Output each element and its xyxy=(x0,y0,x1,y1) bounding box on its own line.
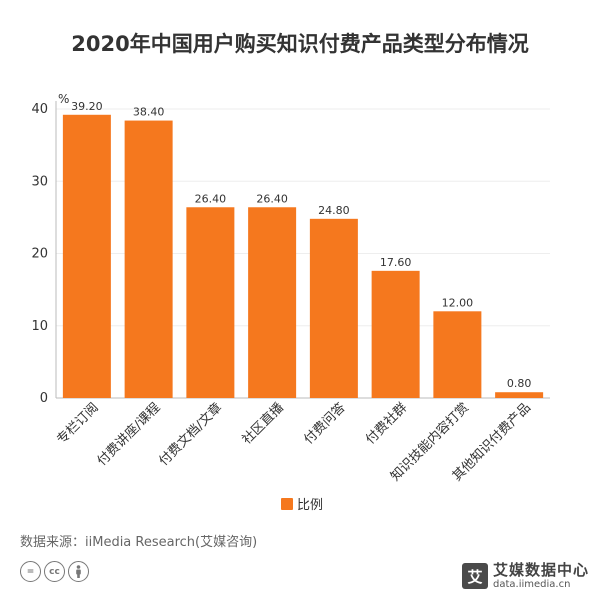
data-label: 26.40 xyxy=(195,192,227,205)
y-tick-label: 40 xyxy=(31,102,48,117)
y-tick-label: 0 xyxy=(40,391,48,406)
x-tick-label: 付费讲座/课程 xyxy=(95,400,164,469)
y-axis-unit: % xyxy=(58,92,69,106)
bar xyxy=(495,392,544,398)
y-tick-label: 20 xyxy=(31,247,48,262)
data-label: 24.80 xyxy=(318,204,350,217)
data-label: 38.40 xyxy=(133,106,165,119)
equals-icon: = xyxy=(20,561,41,582)
data-label: 26.40 xyxy=(256,192,288,205)
data-label: 0.80 xyxy=(507,377,532,390)
bar xyxy=(248,207,297,398)
data-label: 12.00 xyxy=(442,296,474,309)
x-tick-label: 付费问答 xyxy=(301,400,349,448)
license-icons: = cc xyxy=(20,561,89,582)
bar-chart: 0 10 20 30 40%39.20 专栏订阅 38.40 付费讲座/课程 26.40 付费文档… xyxy=(31,92,550,513)
y-tick-label: 30 xyxy=(31,174,48,189)
x-tick-label: 付费文档/文章 xyxy=(156,400,226,470)
brand-url: data.iimedia.cn xyxy=(493,578,571,590)
brand-logo: 艾 xyxy=(462,563,488,589)
bar xyxy=(124,120,173,398)
brand: 艾 艾媒数据中心 data.iimedia.cn xyxy=(462,562,589,590)
x-tick-label: 社区直播 xyxy=(239,400,287,448)
brand-name: 艾媒数据中心 xyxy=(493,560,590,579)
cc-icon: cc xyxy=(44,561,65,582)
bar xyxy=(433,311,482,398)
x-tick-label: 付费社群 xyxy=(362,400,410,448)
data-label: 17.60 xyxy=(380,256,412,269)
bar xyxy=(309,218,358,398)
bar xyxy=(62,114,111,398)
legend-label: 比例 xyxy=(297,498,323,513)
person-icon xyxy=(68,561,89,582)
chart-title: 2020年中国用户购买知识付费产品类型分布情况 xyxy=(71,32,529,56)
legend-swatch xyxy=(281,498,293,510)
bar xyxy=(371,270,420,398)
data-label: 39.20 xyxy=(71,100,103,113)
bar xyxy=(186,207,235,398)
x-tick-label: 专栏订阅 xyxy=(54,400,101,447)
y-tick-label: 10 xyxy=(31,319,48,334)
data-source: 数据来源：iiMedia Research(艾媒咨询) xyxy=(20,535,258,550)
